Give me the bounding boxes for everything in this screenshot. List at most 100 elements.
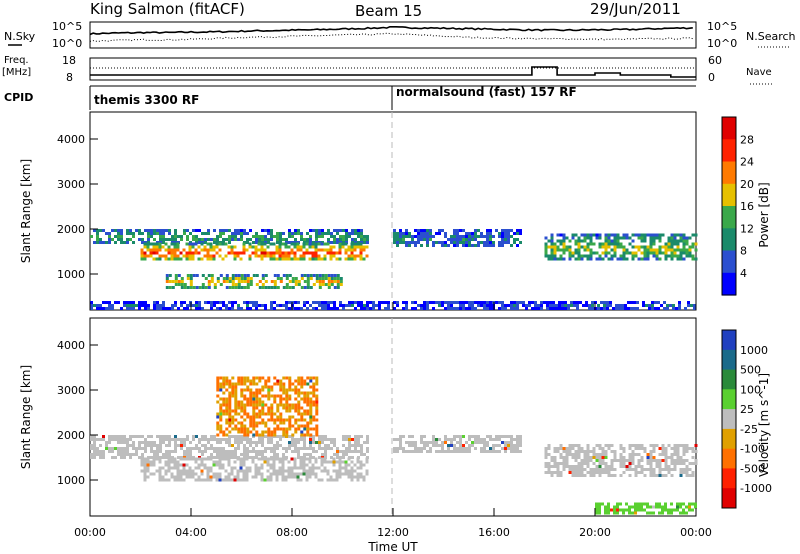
power-ytick-label: 1000 bbox=[57, 268, 85, 281]
heat-cell bbox=[344, 463, 348, 467]
heat-cell bbox=[654, 301, 657, 304]
heat-cell bbox=[240, 229, 243, 232]
heat-cell bbox=[291, 415, 295, 419]
heat-cell bbox=[513, 307, 516, 310]
heat-cell bbox=[429, 229, 432, 232]
heat-cell bbox=[661, 447, 665, 450]
heat-cell bbox=[200, 469, 204, 473]
heat-cell bbox=[228, 394, 232, 398]
heat-cell bbox=[266, 457, 270, 461]
heat-cell bbox=[516, 444, 519, 447]
heat-cell bbox=[302, 457, 306, 461]
heat-cell bbox=[216, 379, 220, 383]
heat-cell bbox=[216, 424, 220, 428]
heat-cell bbox=[297, 424, 301, 428]
heat-cell bbox=[645, 304, 648, 307]
heat-cell bbox=[360, 238, 363, 241]
heat-cell bbox=[267, 379, 271, 383]
heat-cell bbox=[423, 238, 426, 241]
heat-cell bbox=[360, 232, 363, 235]
heat-cell bbox=[135, 229, 138, 232]
heat-cell bbox=[182, 472, 186, 476]
heat-cell bbox=[456, 441, 459, 444]
heat-cell bbox=[597, 304, 600, 307]
heat-cell bbox=[474, 235, 477, 238]
heat-cell bbox=[504, 241, 507, 244]
heat-cell bbox=[287, 254, 291, 258]
heat-cell bbox=[366, 435, 369, 438]
heat-cell bbox=[180, 277, 184, 280]
heat-cell bbox=[595, 508, 598, 512]
heat-cell bbox=[688, 502, 691, 506]
heat-cell bbox=[159, 444, 162, 447]
heat-cell bbox=[462, 304, 465, 307]
heat-cell bbox=[173, 248, 177, 252]
heat-cell bbox=[141, 304, 144, 307]
heat-cell bbox=[260, 472, 264, 476]
heat-cell bbox=[242, 248, 246, 252]
heat-cell bbox=[264, 304, 267, 307]
heat-cell bbox=[622, 251, 626, 255]
heat-cell bbox=[585, 304, 588, 307]
heat-cell bbox=[480, 235, 483, 238]
heat-cell bbox=[120, 441, 123, 444]
heat-cell bbox=[240, 424, 244, 428]
heat-cell bbox=[156, 301, 159, 304]
heat-cell bbox=[212, 475, 216, 479]
heat-cell bbox=[143, 242, 147, 246]
heat-cell bbox=[468, 232, 471, 235]
heat-cell bbox=[152, 245, 156, 249]
heat-cell bbox=[549, 301, 552, 304]
heat-cell bbox=[231, 277, 235, 280]
heat-cell bbox=[598, 447, 602, 450]
heat-cell bbox=[270, 232, 273, 235]
heat-cell bbox=[318, 232, 321, 235]
heat-cell bbox=[209, 257, 213, 261]
heat-cell bbox=[556, 462, 560, 465]
heat-cell bbox=[222, 403, 226, 407]
heat-cell bbox=[588, 304, 591, 307]
heat-cell bbox=[252, 421, 256, 425]
heat-cell bbox=[544, 251, 548, 255]
heat-cell bbox=[183, 283, 187, 286]
heat-cell bbox=[282, 397, 286, 401]
heat-cell bbox=[296, 245, 300, 249]
heat-cell bbox=[694, 505, 697, 509]
heat-cell bbox=[507, 435, 510, 438]
heat-cell bbox=[658, 248, 662, 252]
heat-cell bbox=[462, 229, 465, 232]
heat-cell bbox=[290, 469, 294, 473]
heat-cell bbox=[117, 301, 120, 304]
heat-cell bbox=[123, 435, 126, 438]
heat-cell bbox=[444, 232, 447, 235]
heat-cell bbox=[291, 441, 294, 444]
heat-cell bbox=[314, 472, 318, 476]
heat-cell bbox=[507, 241, 510, 244]
heat-cell bbox=[670, 239, 674, 243]
heat-cell bbox=[143, 254, 147, 258]
heat-cell bbox=[312, 418, 316, 422]
heat-cell bbox=[606, 307, 609, 310]
heat-cell bbox=[99, 444, 102, 447]
heat-cell bbox=[171, 238, 174, 241]
heat-cell bbox=[162, 307, 165, 310]
heat-cell bbox=[577, 450, 581, 453]
heat-cell bbox=[583, 248, 587, 252]
heat-cell bbox=[453, 450, 456, 453]
heat-cell bbox=[550, 471, 554, 474]
heat-cell bbox=[513, 301, 516, 304]
heat-cell bbox=[315, 274, 319, 277]
heat-cell bbox=[231, 283, 235, 286]
heat-cell bbox=[266, 463, 270, 467]
heat-cell bbox=[188, 242, 192, 246]
heat-cell bbox=[167, 245, 171, 249]
heat-cell bbox=[186, 307, 189, 310]
heat-cell bbox=[549, 307, 552, 310]
heat-cell bbox=[408, 450, 411, 453]
heat-cell bbox=[658, 459, 662, 462]
heat-cell bbox=[213, 283, 217, 286]
heat-cell bbox=[117, 235, 120, 238]
heat-cell bbox=[188, 466, 192, 470]
heat-cell bbox=[519, 232, 522, 235]
heat-cell bbox=[606, 304, 609, 307]
